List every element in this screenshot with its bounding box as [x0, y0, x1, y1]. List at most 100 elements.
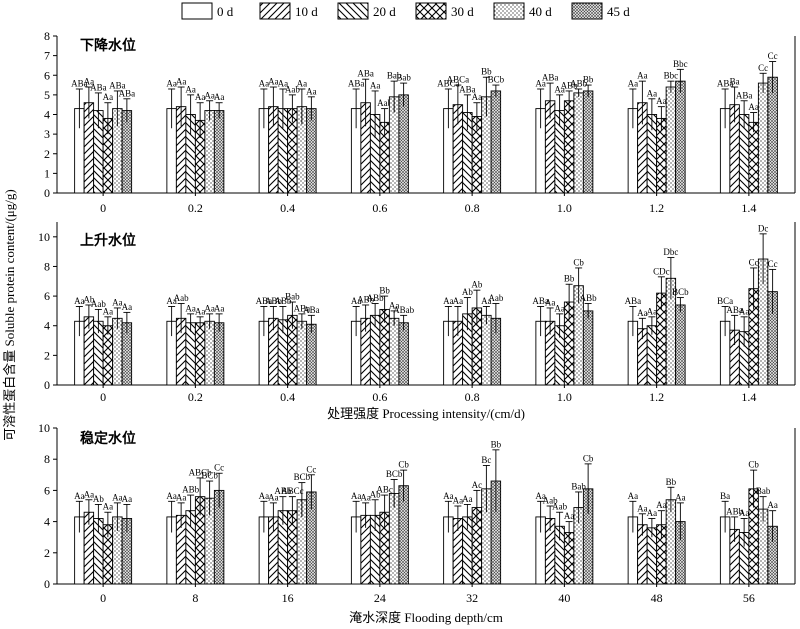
significance-label: BCa	[717, 296, 733, 306]
x-tick-label: 0	[100, 390, 106, 404]
significance-label: Aa	[176, 492, 187, 502]
significance-label: Aa	[306, 86, 317, 96]
significance-label: BCb	[201, 471, 218, 481]
bar	[306, 108, 317, 194]
x-tick-label: 1.0	[557, 201, 572, 215]
significance-label: Bb	[481, 67, 492, 77]
x-tick-label: 16	[282, 591, 294, 605]
significance-label: Aa	[748, 102, 759, 112]
bar	[204, 320, 215, 386]
significance-label: Aa	[84, 77, 95, 87]
significance-label: Aa	[389, 300, 400, 310]
significance-label: Aa	[351, 491, 362, 501]
significance-label: Cb	[573, 257, 584, 267]
significance-label: ABb	[561, 80, 579, 90]
bar	[665, 499, 677, 585]
significance-label: Aa	[656, 500, 667, 510]
y-tick-label: 0	[44, 186, 50, 200]
significance-label: Aa	[112, 297, 123, 307]
y-tick-label: 8	[44, 29, 50, 43]
significance-label: ABc	[376, 485, 393, 495]
significance-label: Aa	[103, 306, 114, 316]
significance-label: Aa	[259, 78, 270, 88]
x-tick-label: 40	[558, 591, 570, 605]
bar	[490, 90, 502, 194]
significance-label: Aa	[628, 491, 639, 501]
bar	[213, 110, 225, 194]
y-tick-label: 2	[44, 147, 50, 161]
y-tick-label: 10	[38, 230, 50, 244]
significance-label: ABa	[532, 296, 549, 306]
significance-label: ABCa	[447, 75, 470, 85]
significance-label: Aa	[112, 492, 123, 502]
significance-label: Aa	[370, 80, 381, 90]
legend-swatch-3	[415, 2, 447, 20]
significance-label: Aa	[166, 491, 177, 501]
significance-label: Aa	[297, 78, 308, 88]
legend-swatch-4	[493, 2, 525, 20]
significance-label: Aa	[103, 502, 114, 512]
significance-label: ABa	[736, 90, 753, 100]
significance-label: Aa	[647, 306, 658, 316]
significance-label: Bc	[481, 455, 491, 465]
significance-label: Aa	[204, 90, 215, 100]
significance-label: Aa	[739, 508, 750, 518]
significance-label: ABb	[265, 296, 283, 306]
y-tick-label: 8	[44, 259, 50, 273]
significance-label: Aab	[377, 98, 392, 108]
significance-label: Aa	[637, 308, 648, 318]
significance-label: Aa	[647, 508, 658, 518]
bar	[204, 110, 215, 194]
significance-label: ABb	[357, 294, 375, 304]
y-tick-label: 3	[44, 127, 50, 141]
x-tick-label: 0.2	[188, 390, 203, 404]
significance-label: Dc	[758, 223, 769, 233]
significance-label: Bb	[491, 439, 502, 449]
significance-label: ABa	[256, 296, 273, 306]
significance-label: BCb	[386, 469, 403, 479]
significance-label: Aa	[204, 303, 215, 313]
significance-label: Bb	[564, 274, 575, 284]
significance-label: Dbc	[663, 247, 678, 257]
significance-label: Cb	[748, 460, 759, 470]
x-tick-label: 0.4	[280, 201, 295, 215]
y-tick-label: 0	[44, 378, 50, 392]
significance-label: ABCb	[189, 467, 213, 477]
significance-label: Aa	[675, 492, 686, 502]
bar	[121, 110, 133, 194]
x-tick-label: 0.4	[280, 390, 295, 404]
y-tick-label: 4	[44, 515, 50, 529]
legend-label-5: 45 d	[607, 4, 630, 19]
significance-label: Bab	[387, 71, 402, 81]
significance-label: Cb	[583, 453, 594, 463]
x-axis-title: 淹水深度 Flooding depth/cm	[349, 610, 503, 625]
significance-label: Aa	[656, 96, 667, 106]
bar	[306, 323, 317, 386]
significance-label: Aab	[543, 496, 558, 506]
bar	[675, 80, 686, 194]
x-tick-label: 0.8	[465, 201, 480, 215]
significance-label: Aa	[535, 491, 546, 501]
x-tick-label: 1.4	[741, 201, 756, 215]
bar	[582, 90, 594, 194]
significance-label: Aa	[545, 297, 556, 307]
significance-label: Bb	[666, 477, 677, 487]
y-tick-label: 2	[44, 348, 50, 362]
significance-label: CDc	[653, 266, 670, 276]
significance-label: ABa	[109, 80, 126, 90]
significance-label: Cc	[758, 63, 768, 73]
legend-swatch-2	[337, 2, 369, 20]
significance-label: Aa	[481, 296, 492, 306]
